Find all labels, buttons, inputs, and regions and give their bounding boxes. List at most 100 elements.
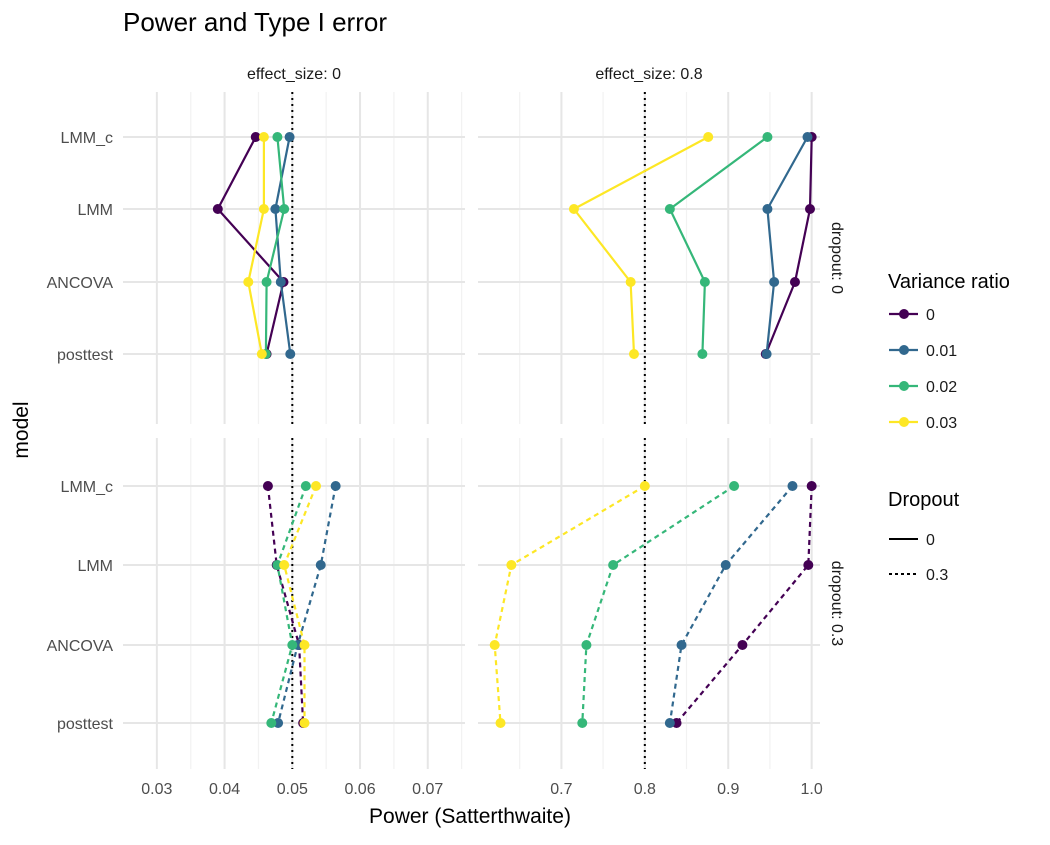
data-point (720, 560, 731, 570)
series-line (668, 136, 769, 355)
data-point (737, 640, 748, 650)
data-point (279, 560, 290, 570)
data-point (761, 349, 772, 359)
data-point (250, 132, 261, 142)
facet-row-label: dropout: 0.3 (828, 561, 845, 647)
legend-variance-label: 0 (926, 307, 935, 324)
data-point (489, 640, 500, 650)
data-point (258, 204, 269, 214)
series-line (765, 136, 809, 355)
data-point (664, 718, 675, 728)
legend-variance-marker (899, 345, 909, 355)
data-point (804, 204, 815, 214)
x-tick-label: 0.06 (344, 781, 375, 798)
x-tick-label: 0.05 (277, 781, 308, 798)
data-point (789, 277, 800, 287)
y-tick-label: LMM_c (61, 130, 113, 147)
y-tick-label: ANCOVA (47, 638, 114, 655)
data-point (729, 481, 740, 491)
facet-column-label: effect_size: 0.8 (595, 66, 702, 83)
series-line (216, 136, 285, 355)
legend-variance-marker (899, 381, 909, 391)
series-line (668, 485, 794, 724)
data-point (299, 640, 310, 650)
data-point (676, 640, 687, 650)
data-point (285, 349, 296, 359)
data-point (258, 132, 269, 142)
data-point (270, 204, 281, 214)
series-line (675, 485, 813, 724)
data-point (664, 204, 675, 214)
series-line (581, 485, 735, 724)
x-tick-label: 0.8 (634, 781, 656, 798)
data-point (639, 481, 650, 491)
data-point (243, 277, 254, 287)
data-point (212, 204, 223, 214)
data-point (762, 132, 773, 142)
x-tick-label: 0.04 (209, 781, 240, 798)
y-tick-label: posttest (57, 347, 114, 364)
y-tick-label: LMM (77, 558, 113, 575)
chart-title: Power and Type I error (123, 7, 387, 37)
data-point (299, 718, 310, 728)
series-line (247, 137, 265, 355)
data-point (287, 640, 298, 650)
y-tick-label: LMM (77, 202, 113, 219)
x-tick-label: 0.9 (717, 781, 739, 798)
data-point (806, 481, 817, 491)
legend-variance-label: 0.01 (926, 343, 957, 360)
data-point (568, 204, 579, 214)
data-point (703, 132, 714, 142)
data-point (272, 132, 283, 142)
data-point (330, 481, 341, 491)
y-axis-label: model (10, 401, 33, 458)
series-line (764, 136, 813, 355)
data-point (769, 277, 780, 287)
x-tick-label: 0.7 (550, 781, 572, 798)
facet-row-label: dropout: 0 (828, 222, 845, 294)
data-point (261, 277, 272, 287)
data-point (506, 560, 517, 570)
series-line (277, 485, 337, 724)
series-line (493, 485, 646, 724)
data-point (699, 277, 710, 287)
series-line (283, 485, 318, 723)
data-point (581, 640, 592, 650)
data-point (275, 277, 286, 287)
data-point (608, 560, 619, 570)
legend-variance-marker (899, 309, 909, 319)
data-point (803, 560, 814, 570)
series-line (264, 136, 286, 355)
data-point (266, 718, 277, 728)
data-point (262, 481, 273, 491)
x-tick-label: 0.07 (412, 781, 443, 798)
y-tick-label: ANCOVA (47, 275, 114, 292)
legend-variance-marker (899, 417, 909, 427)
series-line (274, 136, 292, 355)
series-line (266, 485, 305, 724)
legend-variance-label: 0.03 (926, 415, 957, 432)
data-point (762, 204, 773, 214)
data-point (787, 481, 798, 491)
y-tick-label: posttest (57, 716, 114, 733)
legend-dropout-label: 0.3 (926, 567, 948, 584)
data-point (300, 481, 311, 491)
legend-dropout-title: Dropout (888, 489, 960, 511)
x-axis-label: Power (Satterthwaite) (369, 805, 571, 828)
data-point (697, 349, 708, 359)
legend-variance-label: 0.02 (926, 379, 957, 396)
data-point (315, 560, 326, 570)
x-tick-label: 1.0 (801, 781, 823, 798)
legend-dropout-label: 0 (926, 532, 935, 549)
series-line (572, 136, 709, 355)
data-point (284, 132, 295, 142)
data-point (577, 718, 588, 728)
data-point (279, 204, 290, 214)
x-tick-label: 0.03 (141, 781, 172, 798)
legend-variance-title: Variance ratio (888, 271, 1010, 293)
data-point (311, 481, 322, 491)
data-point (256, 349, 267, 359)
facet-column-label: effect_size: 0 (247, 66, 341, 83)
